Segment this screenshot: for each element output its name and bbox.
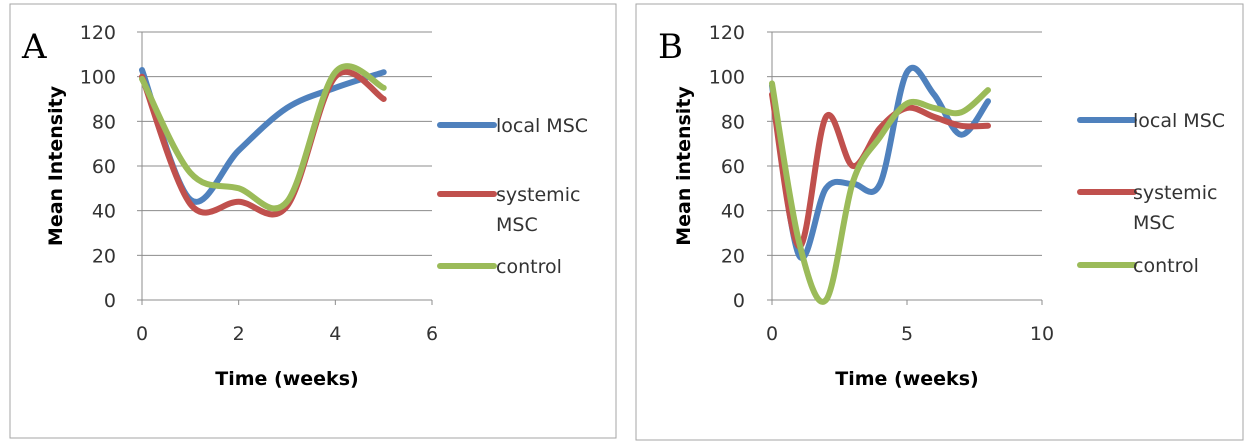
y-tick-label: 60 [721,156,745,178]
series-line-control [139,63,387,212]
chart-panel-a: A 0 20 40 60 80 100 120 0 2 4 6 Time (weeks) Mean Int… [0,0,622,442]
legend-label: local MSC [1133,110,1225,132]
panel-label: B [658,27,683,67]
y-tick-label: 80 [92,111,116,133]
y-tick-label: 100 [709,67,745,89]
y-tick-label: 20 [721,245,745,267]
y-tick-label: 120 [709,22,745,44]
y-tick-label: 40 [721,201,745,223]
x-tick-label: 0 [766,323,778,345]
y-tick-label: 100 [80,67,116,89]
chart-b-svg: B 0 20 40 60 80 100 120 0 5 10 Time (weeks) Mean int… [635,3,1244,441]
y-tick-label: 40 [92,201,116,223]
legend-label: control [496,256,562,278]
legend-label: control [1133,255,1199,277]
y-tick-label: 120 [80,22,116,44]
chart-a-svg: A 0 20 40 60 80 100 120 0 2 4 6 Time (weeks) Mean Int… [9,3,617,439]
legend-label: systemic MSC [496,184,580,236]
legend-label: systemic MSC [1133,182,1217,234]
y-tick-label: 20 [92,245,116,267]
x-tick-label: 0 [136,323,148,345]
x-axis-title: Time (weeks) [835,368,978,390]
x-tick-label: 10 [1030,323,1054,345]
panel-label: A [21,27,47,67]
series-line-local-msc [769,64,991,261]
y-tick-label: 60 [92,156,116,178]
x-tick-label: 4 [329,323,341,345]
legend-label: local MSC [496,115,588,137]
x-tick-label: 2 [233,323,245,345]
y-axis-title: Mean intensity [673,86,695,246]
y-axis-title: Mean Intensity [45,85,67,246]
series-line-control [769,80,991,305]
y-tick-label: 0 [733,290,745,312]
x-tick-label: 5 [901,323,913,345]
chart-panel-b: B 0 20 40 60 80 100 120 0 5 10 Time (weeks) Mean int… [632,0,1245,442]
x-axis-title: Time (weeks) [215,368,358,390]
x-tick-label: 6 [426,323,438,345]
y-tick-label: 80 [721,111,745,133]
y-tick-label: 0 [104,290,116,312]
